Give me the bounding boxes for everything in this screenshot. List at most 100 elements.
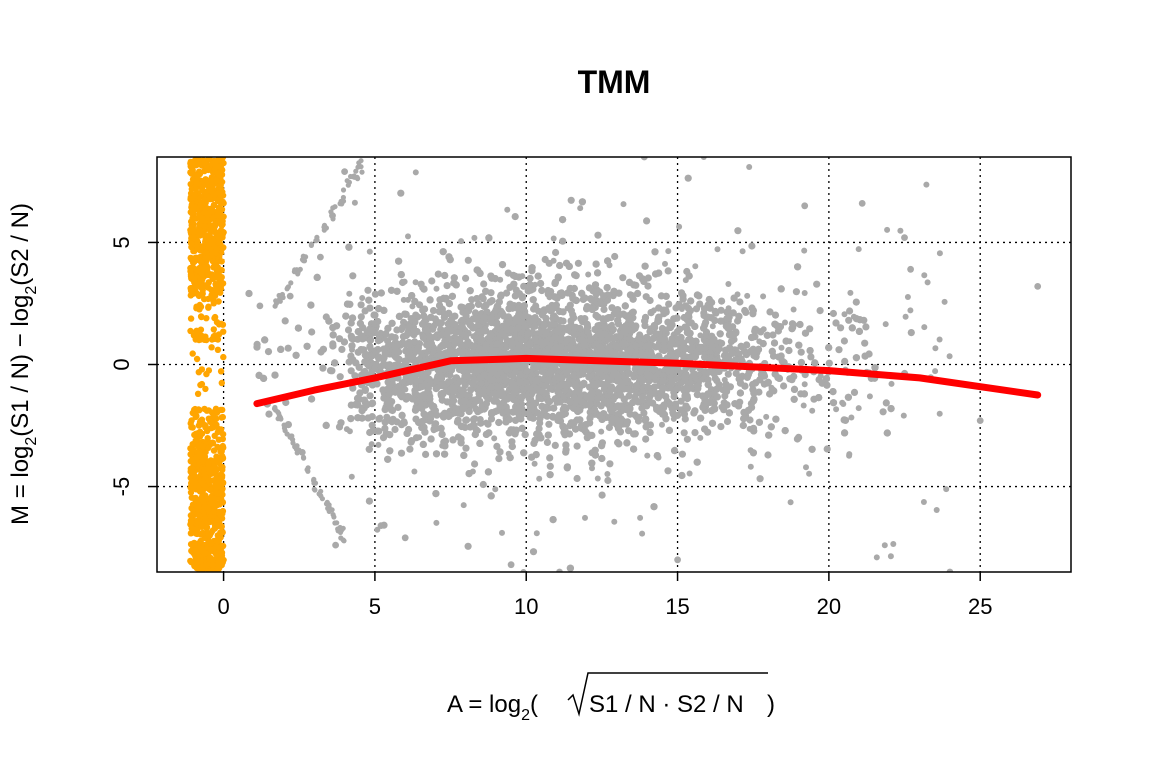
gene-point — [441, 450, 449, 458]
gene-point — [539, 311, 547, 319]
gene-point — [687, 384, 695, 392]
gene-point — [852, 354, 861, 362]
gene-point — [349, 384, 357, 392]
gene-point — [552, 344, 560, 353]
gene-point — [852, 298, 860, 306]
gene-point — [476, 439, 484, 447]
gene-point — [594, 379, 602, 387]
gene-point — [583, 305, 591, 313]
gene-point — [377, 329, 384, 336]
gene-point — [454, 416, 462, 424]
gene-point — [769, 331, 777, 339]
gene-point — [861, 352, 869, 360]
gene-point — [464, 256, 472, 264]
gene-point — [375, 353, 383, 361]
gene-point — [617, 380, 626, 388]
gene-point — [431, 407, 439, 415]
gene-point — [386, 431, 394, 439]
gene-point — [524, 330, 532, 338]
gene-point — [840, 401, 847, 407]
gene-point — [684, 174, 692, 182]
gene-point — [440, 413, 448, 421]
gene-point — [495, 455, 503, 463]
gene-point — [427, 340, 435, 348]
gene-point — [554, 388, 562, 396]
gene-point — [364, 286, 372, 294]
gene-point — [504, 407, 512, 416]
gene-point — [380, 360, 388, 368]
gene-point — [553, 327, 561, 335]
gene-point — [340, 338, 348, 346]
gene-point — [532, 451, 540, 459]
gene-point — [397, 271, 405, 279]
gene-point — [707, 314, 715, 322]
gene-point — [438, 341, 446, 349]
gene-point — [368, 399, 377, 407]
gene-point — [384, 455, 392, 463]
gene-point — [614, 311, 622, 319]
gene-point — [543, 438, 552, 446]
gene-point — [411, 297, 419, 305]
gene-point — [565, 262, 573, 270]
gene-point — [678, 306, 685, 312]
gene-point — [732, 369, 740, 377]
gene-point — [435, 319, 444, 327]
gene-point — [391, 343, 399, 351]
gene-point — [632, 342, 640, 350]
gene-point — [739, 421, 747, 430]
gene-point — [325, 317, 333, 325]
gene-point — [792, 288, 801, 296]
gene-point — [461, 397, 469, 405]
gene-point — [365, 497, 373, 505]
gene-point — [622, 420, 631, 428]
gene-point — [277, 345, 285, 353]
gene-point — [356, 319, 364, 328]
gene-point — [691, 322, 699, 330]
gene-point — [391, 425, 399, 434]
gene-point — [566, 564, 575, 572]
gene-point — [664, 267, 672, 275]
gene-point — [619, 274, 627, 282]
gene-point — [778, 357, 786, 365]
gene-point — [449, 384, 457, 392]
gene-point — [797, 358, 806, 367]
gene-point — [377, 289, 385, 297]
gene-point — [505, 318, 513, 326]
gene-point — [543, 412, 551, 420]
gene-point — [592, 290, 600, 298]
gene-point — [578, 198, 587, 206]
gene-point — [644, 383, 652, 391]
gene-point — [426, 296, 434, 304]
gene-point — [813, 280, 821, 288]
gene-point — [538, 286, 546, 295]
gene-point — [294, 324, 302, 332]
gene-point — [715, 345, 723, 353]
gene-point — [846, 307, 854, 315]
gene-point — [526, 274, 534, 282]
gene-point — [704, 390, 712, 398]
gene-point — [381, 406, 389, 414]
gene-point — [551, 441, 559, 449]
gene-point — [405, 347, 413, 356]
gene-point — [433, 285, 440, 292]
gene-point — [412, 279, 419, 286]
gene-point — [800, 402, 807, 409]
gene-point — [534, 272, 542, 280]
gene-point — [347, 367, 355, 375]
gene-point — [807, 353, 815, 361]
gene-point — [683, 435, 692, 443]
gene-point — [488, 409, 496, 417]
gene-point — [625, 278, 634, 286]
gene-point — [701, 425, 709, 433]
gene-point — [678, 471, 686, 480]
gene-point — [515, 290, 523, 298]
gene-point — [644, 282, 652, 290]
gene-point — [796, 320, 804, 329]
gene-point — [393, 326, 401, 334]
gene-point — [368, 421, 376, 429]
gene-point — [502, 377, 510, 385]
chart-title: TMM — [578, 64, 651, 100]
gene-point — [782, 319, 788, 326]
gene-point — [572, 425, 580, 433]
